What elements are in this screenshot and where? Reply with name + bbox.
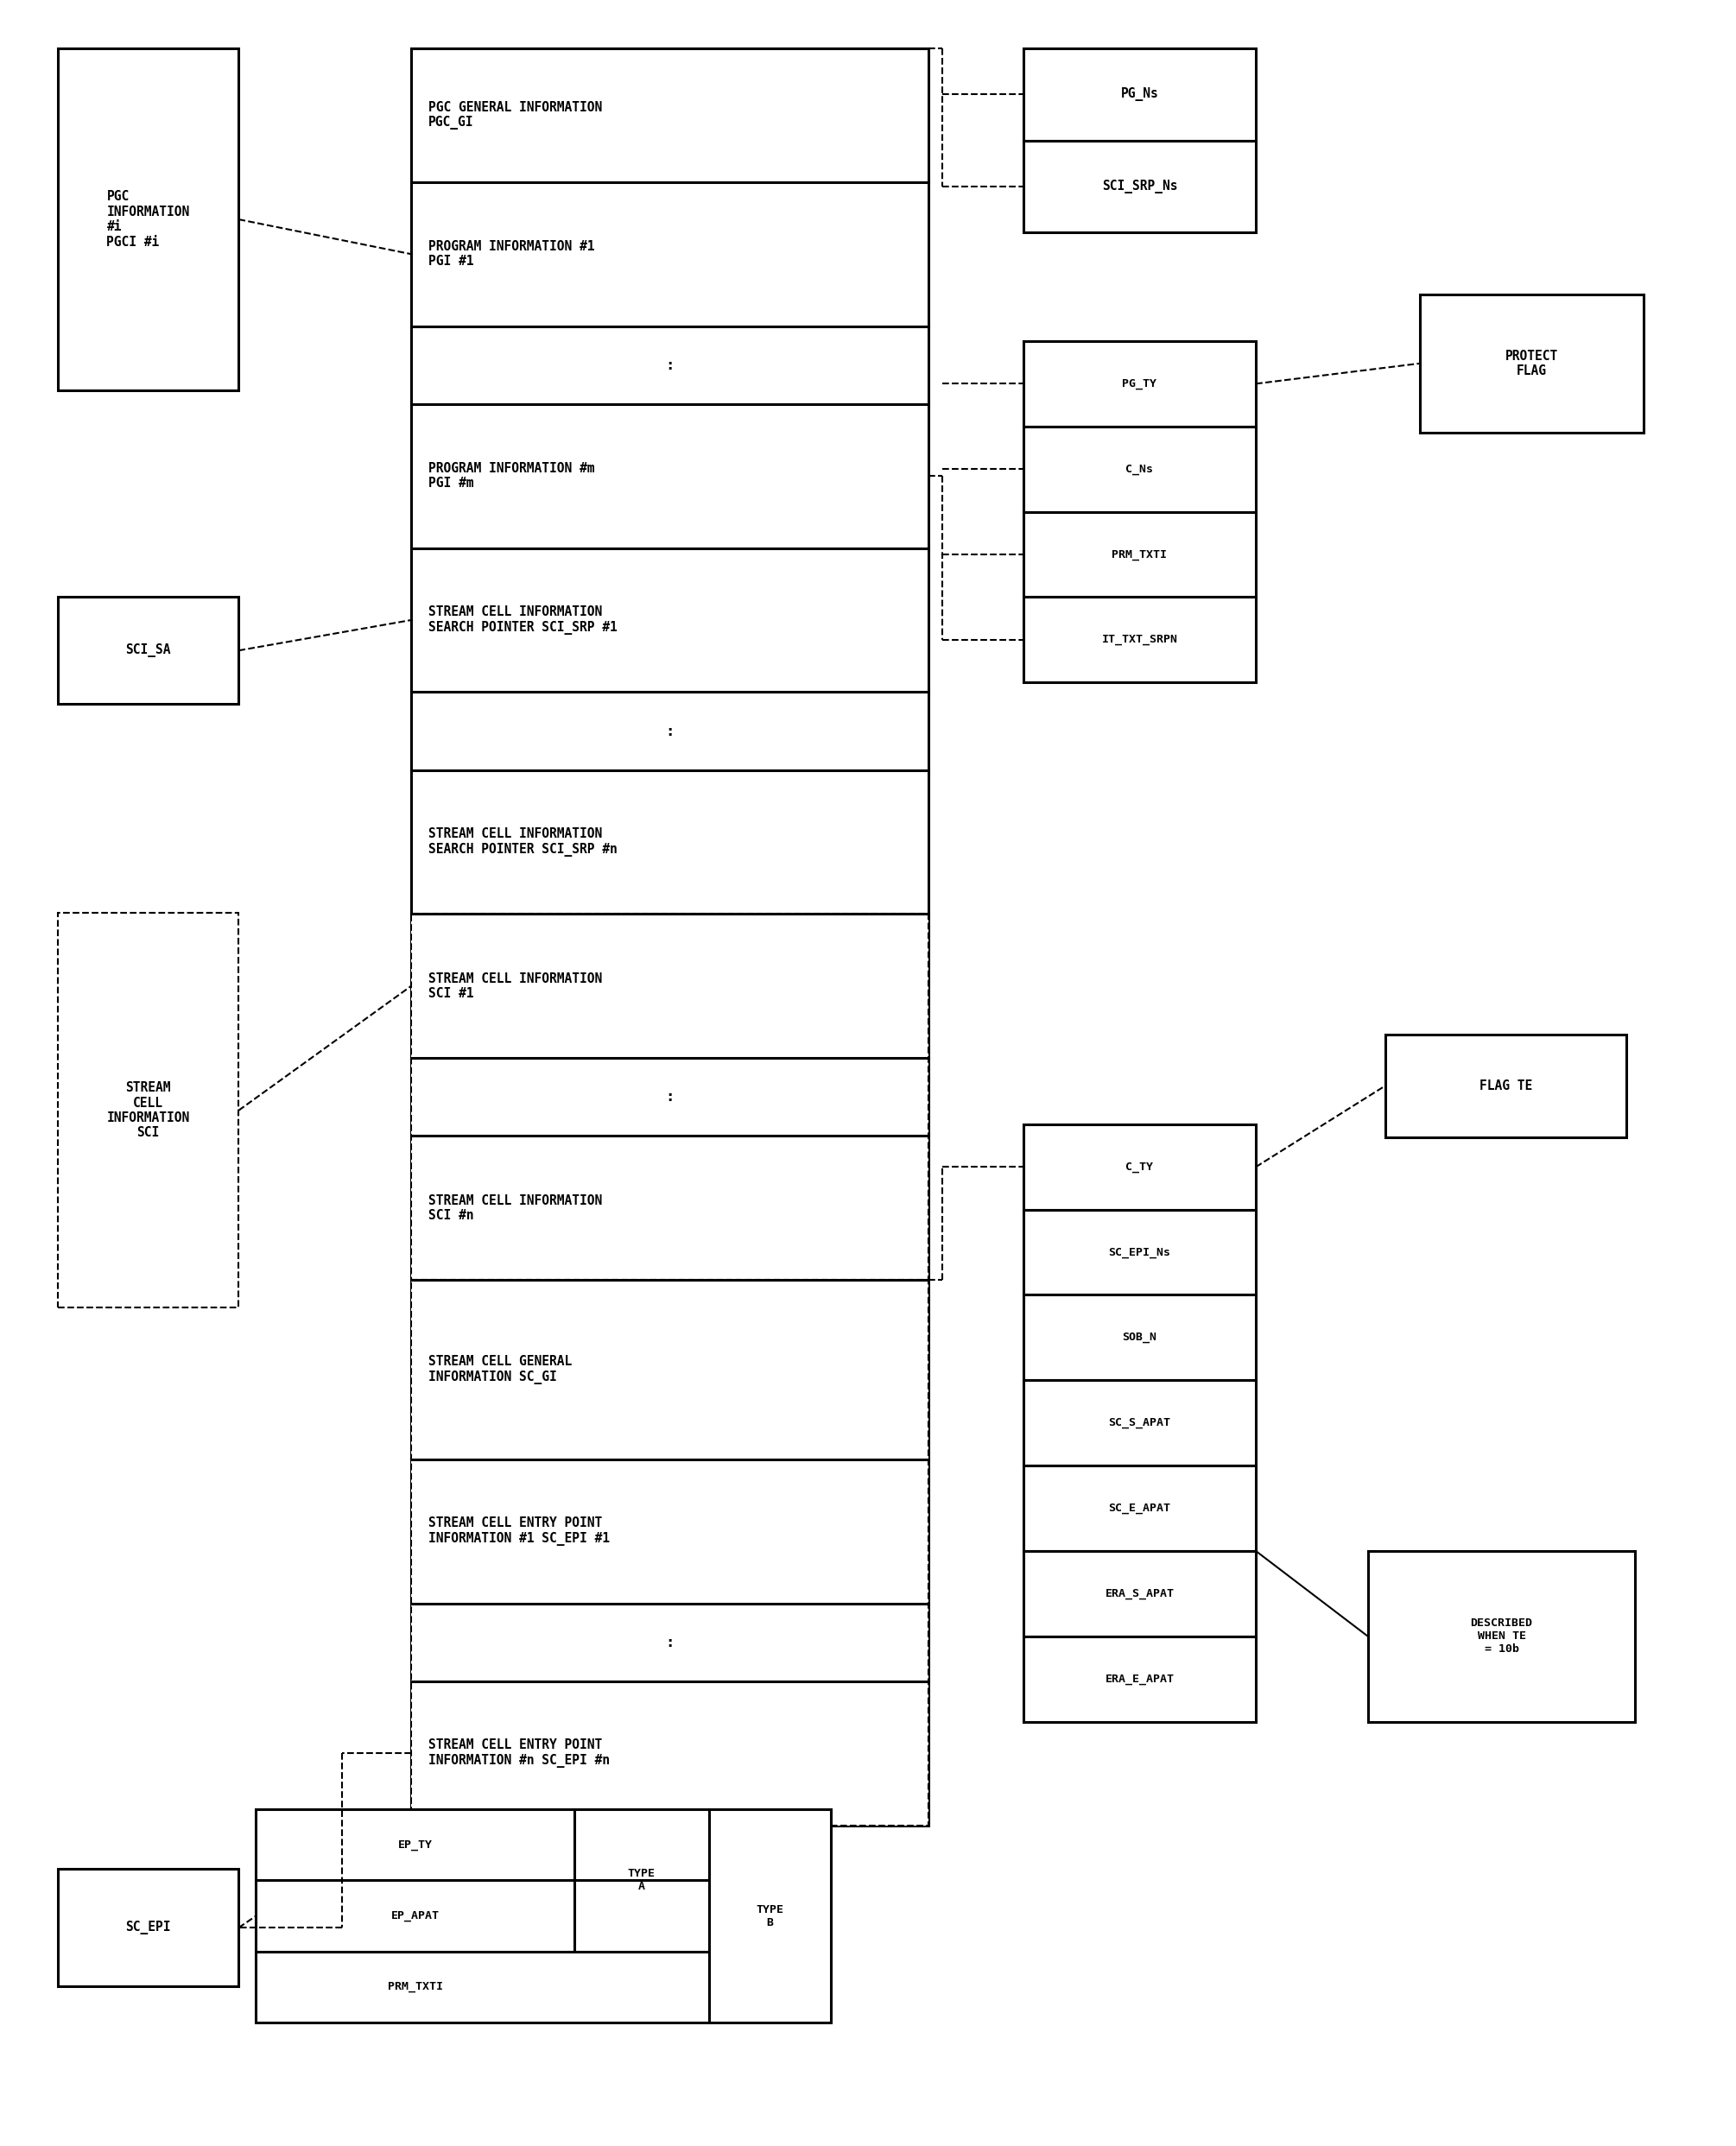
Text: ERA_E_APAT: ERA_E_APAT — [1106, 1674, 1174, 1685]
Bar — [1368, 1552, 1635, 1721]
Bar — [1023, 1125, 1255, 1210]
Text: PROTECT
FLAG: PROTECT FLAG — [1505, 350, 1559, 378]
Text: :: : — [665, 1090, 674, 1105]
Text: STREAM CELL INFORMATION
SCI #n: STREAM CELL INFORMATION SCI #n — [429, 1193, 602, 1221]
Text: EP_APAT: EP_APAT — [391, 1910, 439, 1921]
Text: STREAM CELL ENTRY POINT
INFORMATION #1 SC_EPI #1: STREAM CELL ENTRY POINT INFORMATION #1 S… — [429, 1517, 609, 1545]
Text: PG_TY: PG_TY — [1121, 378, 1156, 388]
Bar — [1023, 1210, 1255, 1294]
Text: C_Ns: C_Ns — [1125, 464, 1153, 474]
Text: ERA_S_APAT: ERA_S_APAT — [1106, 1588, 1174, 1599]
Text: STREAM CELL INFORMATION
SCI #1: STREAM CELL INFORMATION SCI #1 — [429, 972, 602, 1000]
Text: IT_TXT_SRPN: IT_TXT_SRPN — [1102, 635, 1177, 646]
Bar — [57, 597, 240, 704]
Bar — [1023, 511, 1255, 597]
Text: PRM_TXTI: PRM_TXTI — [1111, 549, 1167, 560]
Bar — [1385, 1034, 1627, 1137]
Text: PRM_TXTI: PRM_TXTI — [387, 1981, 443, 1994]
Bar — [1023, 341, 1255, 427]
Text: :: : — [665, 723, 674, 738]
Text: STREAM
CELL
INFORMATION
SCI: STREAM CELL INFORMATION SCI — [106, 1082, 189, 1140]
Text: PG_Ns: PG_Ns — [1121, 88, 1158, 101]
Text: PROGRAM INFORMATION #m
PGI #m: PROGRAM INFORMATION #m PGI #m — [429, 461, 595, 489]
Bar — [1023, 1294, 1255, 1380]
Bar — [1420, 294, 1644, 433]
Bar — [411, 1279, 929, 1826]
Bar — [1023, 427, 1255, 511]
Text: C_TY: C_TY — [1125, 1161, 1153, 1172]
Text: TYPE
B: TYPE B — [757, 1904, 785, 1927]
Text: PROGRAM INFORMATION #1
PGI #1: PROGRAM INFORMATION #1 PGI #1 — [429, 240, 595, 268]
Text: SC_EPI: SC_EPI — [125, 1921, 170, 1934]
Bar — [411, 49, 929, 1826]
Text: SC_S_APAT: SC_S_APAT — [1109, 1416, 1170, 1429]
Bar — [1023, 1466, 1255, 1552]
Text: STREAM CELL INFORMATION
SEARCH POINTER SCI_SRP #1: STREAM CELL INFORMATION SEARCH POINTER S… — [429, 605, 618, 635]
Bar — [57, 1869, 240, 1987]
Text: STREAM CELL GENERAL
INFORMATION SC_GI: STREAM CELL GENERAL INFORMATION SC_GI — [429, 1356, 571, 1384]
Bar — [1023, 139, 1255, 232]
Text: SC_EPI_Ns: SC_EPI_Ns — [1109, 1247, 1170, 1258]
Text: SCI_SA: SCI_SA — [125, 644, 170, 657]
Text: SOB_N: SOB_N — [1121, 1333, 1156, 1343]
Bar — [57, 912, 240, 1307]
Bar — [57, 49, 240, 391]
Text: SC_E_APAT: SC_E_APAT — [1109, 1502, 1170, 1513]
Text: TYPE
A: TYPE A — [628, 1869, 656, 1893]
Text: :: : — [665, 1635, 674, 1650]
Text: STREAM CELL INFORMATION
SEARCH POINTER SCI_SRP #n: STREAM CELL INFORMATION SEARCH POINTER S… — [429, 828, 618, 856]
Bar — [1023, 1380, 1255, 1466]
Bar — [255, 1809, 832, 2024]
Bar — [1023, 597, 1255, 682]
Text: SCI_SRP_Ns: SCI_SRP_Ns — [1102, 180, 1177, 193]
Text: PGC
INFORMATION
#i
PGCI #i: PGC INFORMATION #i PGCI #i — [106, 191, 189, 249]
Text: DESCRIBED
WHEN TE
= 10b: DESCRIBED WHEN TE = 10b — [1470, 1618, 1533, 1655]
Bar — [1023, 1552, 1255, 1637]
Text: FLAG TE: FLAG TE — [1479, 1079, 1533, 1092]
Bar — [1023, 1637, 1255, 1721]
Text: PGC GENERAL INFORMATION
PGC_GI: PGC GENERAL INFORMATION PGC_GI — [429, 101, 602, 129]
Bar — [411, 914, 929, 1279]
Text: EP_TY: EP_TY — [398, 1839, 432, 1850]
Text: STREAM CELL ENTRY POINT
INFORMATION #n SC_EPI #n: STREAM CELL ENTRY POINT INFORMATION #n S… — [429, 1738, 609, 1768]
Text: :: : — [665, 356, 674, 373]
Bar — [1023, 49, 1255, 139]
